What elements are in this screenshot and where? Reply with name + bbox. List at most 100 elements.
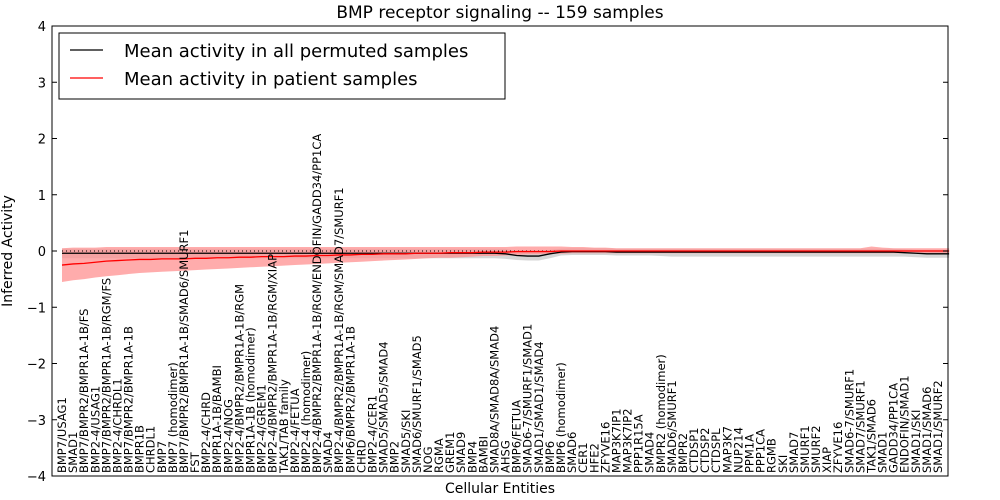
x-category-label: BMP7/BMPR2/BMPR1A-1B/FS bbox=[77, 309, 91, 473]
x-category-label: RGMA bbox=[432, 438, 446, 473]
x-category-label: BAMBI bbox=[476, 436, 490, 473]
x-category-label: TAK1/SMAD6 bbox=[864, 399, 878, 474]
x-category-label: BMP2-4 (homodimer) bbox=[299, 351, 313, 473]
x-category-label: BMP2-4/BMPR2/BMPR1A-1B/RGM/ENDOFIN/GADD3… bbox=[310, 134, 324, 473]
x-category-label: NOG bbox=[421, 446, 435, 473]
x-category-label: XIAP bbox=[820, 447, 834, 473]
x-category-label: ZFYVE16 bbox=[831, 422, 845, 473]
legend-label-patient: Mean activity in patient samples bbox=[124, 69, 418, 90]
x-category-label: SMAD7 bbox=[787, 432, 801, 473]
x-category-label: GREM1 bbox=[443, 432, 457, 473]
x-category-label: SMAD6/SMURF1 bbox=[665, 380, 679, 473]
x-category-label: BMPR2 (homodimer) bbox=[654, 354, 668, 473]
x-category-label: AHSG bbox=[499, 440, 513, 473]
x-category-label: PPM1A bbox=[742, 434, 756, 473]
patient-mean-line bbox=[61, 250, 950, 266]
x-category-label: BMP4 bbox=[465, 441, 479, 473]
x-category-label: SMAD1/SMAD6 bbox=[920, 387, 934, 473]
x-category-label: BMP7/USAG1 bbox=[55, 397, 69, 473]
x-category-label: SMAD5/SKI bbox=[399, 410, 413, 473]
x-category-label: SMAD6-7/SMURF1 bbox=[842, 369, 856, 473]
x-category-label: SMAD1 bbox=[66, 432, 80, 473]
x-category-label: SMAD4 bbox=[643, 432, 657, 473]
x-category-label: SMAD6/SMURF1/SMAD5 bbox=[410, 335, 424, 473]
x-category-label: BMP7/BMPR2/BMPR1A-1B bbox=[122, 326, 136, 473]
x-category-label: MAP3K7IP2 bbox=[621, 408, 635, 473]
y-tick-label: 4 bbox=[38, 20, 46, 35]
x-axis-labels: BMP7/USAG1SMAD1BMP7/BMPR2/BMPR1A-1B/FSBM… bbox=[55, 134, 945, 474]
y-axis-title: Inferred Activity bbox=[0, 195, 16, 307]
x-category-label: BMP7 (homodimer) bbox=[166, 362, 180, 473]
x-category-label: SMAD6 bbox=[565, 432, 579, 473]
x-category-label: BMP6 (homodimer) bbox=[554, 362, 568, 473]
legend-label-permuted: Mean activity in all permuted samples bbox=[124, 41, 468, 62]
y-tick-label: 3 bbox=[38, 76, 46, 91]
x-category-label: BMP2-4/USAG1 bbox=[88, 386, 102, 473]
x-category-label: BMP2-4/CHRD bbox=[199, 392, 213, 473]
y-tick-label: −1 bbox=[27, 301, 46, 316]
x-category-label: BMPR1B bbox=[133, 425, 147, 473]
legend: Mean activity in all permuted samples Me… bbox=[58, 32, 506, 100]
plot-frame bbox=[51, 25, 949, 477]
x-category-label: MAP3K7IP1 bbox=[609, 408, 623, 473]
x-category-label: BMP2-4/GREM1 bbox=[255, 384, 269, 473]
x-category-label: BMP7/BMPR2/BMPR1A-1B/SMAD6/SMURF1 bbox=[177, 230, 191, 473]
x-category-label: CTDSP1 bbox=[687, 428, 701, 473]
x-category-label: BMP2-4/BMPR2/BMPR1A-1B/RGM/XIAP bbox=[266, 254, 280, 473]
x-category-label: TAK1/TAB family bbox=[277, 379, 291, 474]
y-tick-label: 1 bbox=[38, 189, 46, 204]
x-category-label: PPP1CA bbox=[754, 429, 768, 473]
x-category-label: BMP2-4/NOG bbox=[221, 399, 235, 473]
x-category-label: BMPR2 bbox=[676, 433, 690, 473]
x-category-label: CHRD bbox=[354, 439, 368, 473]
x-category-label: SMAD1/SMURF2 bbox=[931, 380, 945, 473]
x-category-label: MAP3K7 bbox=[720, 426, 734, 473]
x-category-label: BMP2-4/CHRDL1 bbox=[110, 378, 124, 473]
x-category-label: SMAD4 bbox=[321, 432, 335, 473]
x-category-label: SMAD1 bbox=[876, 432, 890, 473]
x-category-label: BMP6 bbox=[543, 441, 557, 473]
x-category-label: BMP7/BMPR2/BMPR1A-1B/RGM/FS bbox=[99, 278, 113, 473]
y-tick-label: 2 bbox=[38, 133, 46, 148]
x-category-label: SKI bbox=[776, 455, 790, 473]
x-category-label: SMAD1/SKI bbox=[909, 410, 923, 473]
x-category-label: BMP7 bbox=[155, 441, 169, 473]
x-category-label: CER1 bbox=[576, 442, 590, 473]
x-category-label: BMPR1A-1B/BAMBI bbox=[210, 365, 224, 473]
y-tick-label: −2 bbox=[27, 358, 46, 373]
y-tick-label: −3 bbox=[27, 414, 46, 429]
chart-title: BMP receptor signaling -- 159 samples bbox=[336, 3, 663, 23]
series-layer bbox=[61, 250, 950, 266]
x-category-label: CHRDL1 bbox=[144, 426, 158, 473]
x-category-label: HFE2 bbox=[587, 443, 601, 473]
permuted-mean-line bbox=[62, 250, 950, 257]
x-category-label: GADD34/PP1CA bbox=[887, 383, 901, 473]
x-category-label: CTDSPL bbox=[709, 428, 723, 473]
y-axis: −4 −3 −2 −1 0 1 2 3 4 bbox=[27, 20, 948, 485]
x-category-label: SMAD8A/SMAD8A/SMAD4 bbox=[487, 326, 501, 473]
x-category-label: SMURF2 bbox=[809, 425, 823, 473]
x-category-label: CTDSP2 bbox=[698, 428, 712, 473]
x-category-label: BMP6/BMPR2/BMPR1A-1B bbox=[343, 326, 357, 473]
x-category-label: BMP2-4/BMPR2/BMPR1A-1B/RGM/SMAD7/SMURF1 bbox=[332, 187, 346, 473]
x-category-label: NUP214 bbox=[731, 427, 745, 473]
x-category-label: BMP2-4/BMPR2/BMPR1A-1B/RGM bbox=[232, 284, 246, 473]
x-category-label: SMAD7/SMURF1 bbox=[853, 380, 867, 473]
x-category-label: PPP1R15A bbox=[632, 414, 646, 473]
legend-box bbox=[58, 32, 506, 100]
x-category-label: ZFYVE16 bbox=[598, 422, 612, 473]
x-category-label: BMP2-4/FETUA bbox=[288, 388, 302, 473]
x-category-label: SMAD6-7/SMURF1/SMAD1 bbox=[521, 324, 535, 473]
y-tick-label: 0 bbox=[38, 245, 46, 260]
x-category-label: BMP2-4/CER1 bbox=[365, 395, 379, 473]
x-category-label: SMAD9 bbox=[454, 432, 468, 473]
x-category-label: SMAD5/SMAD5/SMAD4 bbox=[377, 341, 391, 473]
x-category-label: SMURF1 bbox=[798, 425, 812, 473]
x-category-label: ENDOFIN/SMAD1 bbox=[898, 375, 912, 473]
x-category-label: SMAD1/SMAD1/SMAD4 bbox=[532, 341, 546, 473]
x-category-label: RGMB bbox=[765, 438, 779, 473]
x-category-label: BMPR1A-1B (homodimer) bbox=[244, 327, 258, 473]
x-axis-title: Cellular Entities bbox=[445, 481, 555, 497]
